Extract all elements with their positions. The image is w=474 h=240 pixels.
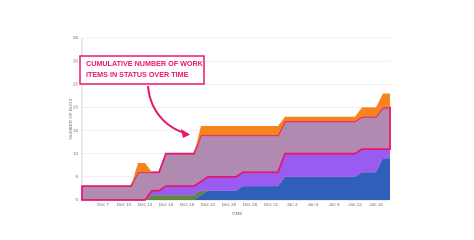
y-tick-label: 20	[73, 105, 79, 110]
x-tick-label: Dec 22	[201, 202, 216, 207]
x-tick-label: Dec 25	[222, 202, 237, 207]
x-tick-label: Jan 3	[286, 202, 298, 207]
y-tick-label: 35	[73, 35, 79, 40]
area	[82, 149, 390, 200]
x-tick-label: Jan 6	[307, 202, 319, 207]
y-tick-label: 25	[73, 81, 79, 86]
x-axis-label: TIME	[232, 211, 243, 216]
arrow-head	[181, 129, 190, 138]
x-tick-label: Dec 31	[264, 202, 279, 207]
x-tick-label: Dec 19	[180, 202, 195, 207]
x-tick-label: Dec 10	[117, 202, 132, 207]
y-tick-label: 10	[73, 151, 79, 156]
annotation-text: CUMULATIVE NUMBER OF WORK	[86, 59, 204, 68]
x-tick-label: Dec 28	[243, 202, 258, 207]
y-tick-label: 5	[75, 174, 78, 179]
y-tick-label: 0	[75, 197, 78, 202]
area	[81, 106, 391, 201]
x-tick-label: Jan 9	[328, 202, 340, 207]
x-tick-label: Dec 13	[138, 202, 153, 207]
x-tick-label: Jan 15	[369, 202, 383, 207]
annotation-arrow	[147, 85, 189, 135]
x-tick-label: Jan 12	[348, 202, 362, 207]
y-tick-label: 15	[73, 128, 79, 133]
area	[82, 158, 390, 200]
x-tick-label: Dec 7	[97, 202, 109, 207]
annotation-box	[79, 55, 205, 85]
y-axis-label: NUMBER OF BUGS	[68, 98, 73, 139]
annotation-text: ITEMS IN STATUS OVER TIME	[86, 70, 189, 79]
y-tick-label: 30	[73, 58, 79, 63]
x-tick-label: Dec 16	[159, 202, 174, 207]
